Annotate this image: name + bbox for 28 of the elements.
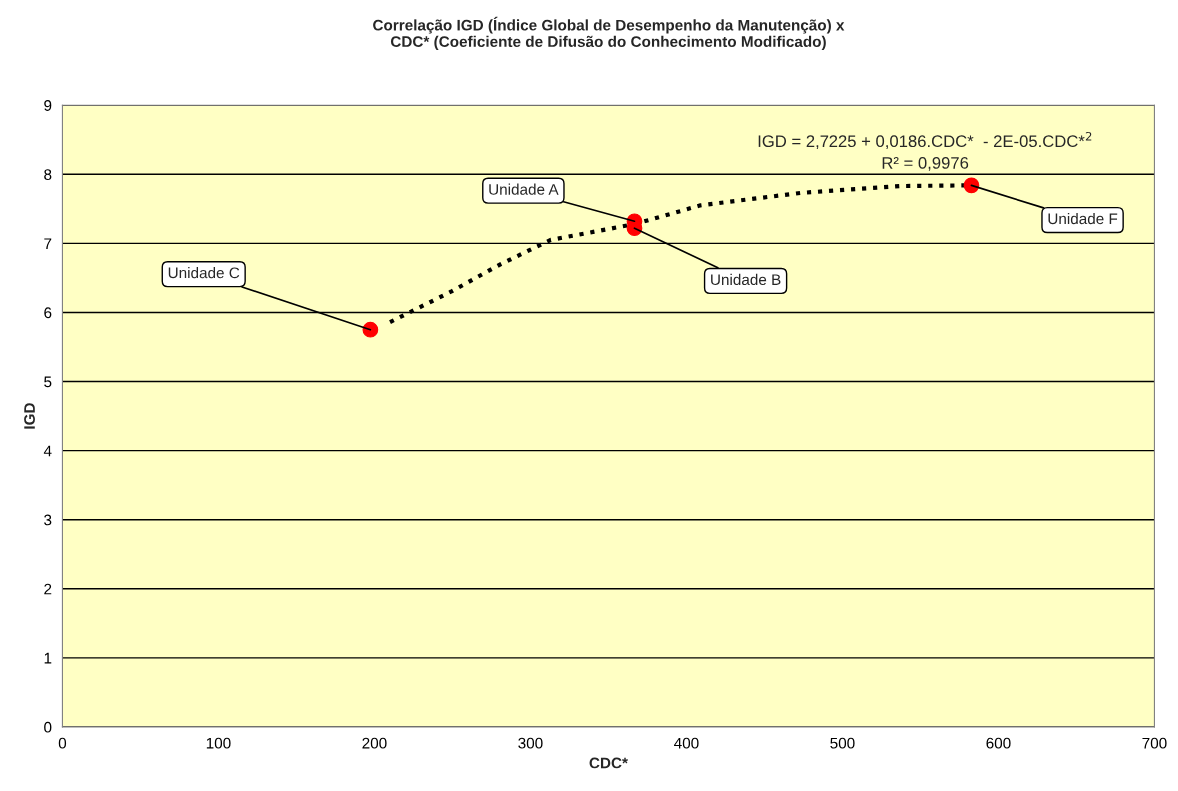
- y-tick-label: 3: [44, 514, 52, 526]
- y-tick-label: 1: [44, 652, 52, 664]
- annotation: Unidade A: [489, 183, 559, 195]
- y-tick-label: 7: [44, 238, 52, 249]
- x-tick-label: 700: [1142, 737, 1167, 749]
- y-tick-label: 8: [44, 169, 52, 180]
- y-tick-label: 6: [44, 307, 52, 319]
- y-tick-label: 9: [44, 100, 52, 111]
- text: IGD = 2,7225 + 0,0186.CDC* - 2E-05.CDC*$^{2}$ R² = 0,9976: [758, 131, 1092, 171]
- y-tick-label: 2: [44, 583, 52, 595]
- point: [963, 177, 980, 194]
- y-tick-label: 4: [43, 445, 52, 457]
- y-tick-label: 0: [44, 721, 52, 733]
- x-tick-label: 500: [830, 737, 855, 749]
- y-axis-title: IGD: [24, 403, 35, 429]
- x-tick-label: 300: [518, 737, 543, 749]
- annotation: Unidade C: [168, 267, 240, 279]
- x-tick-label: 200: [362, 737, 387, 749]
- y-tick-label: 5: [44, 376, 52, 388]
- chart-title: Correlação IGD (Índice Global de Desempenho da Manutenção) x CDC* (Coeficiente de Difusão do Conhecimento Modificado): [373, 16, 845, 51]
- x-axis-title: CDC*: [589, 757, 628, 769]
- x-tick-label: 600: [986, 737, 1011, 749]
- annotation: Unidade B: [711, 273, 781, 286]
- x-tick-label: 400: [674, 737, 699, 749]
- point: [362, 321, 379, 338]
- x-tick-label: 0: [58, 737, 67, 749]
- annotation: Unidade F: [1048, 212, 1118, 225]
- x-tick-label: 100: [206, 737, 231, 749]
